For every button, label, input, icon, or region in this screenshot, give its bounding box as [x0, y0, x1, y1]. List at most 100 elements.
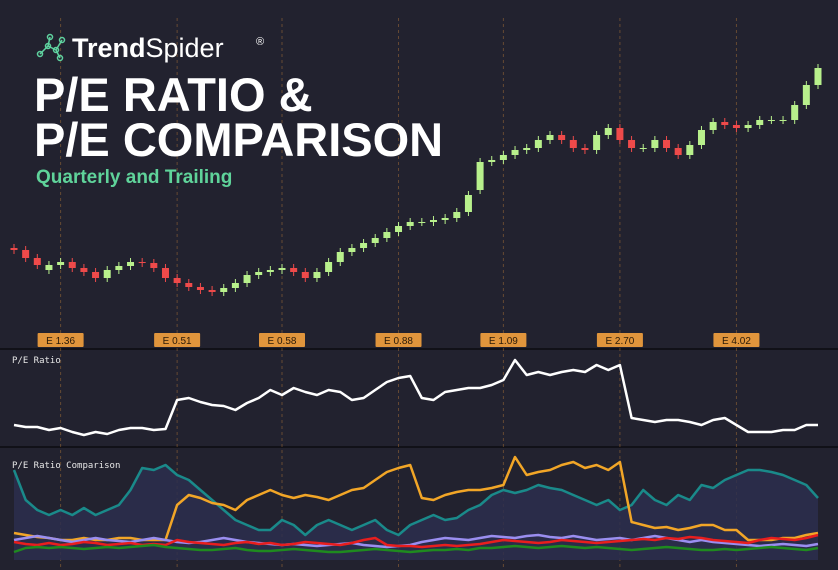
brand-bold: Trend: [72, 33, 146, 63]
candle-body: [68, 262, 76, 268]
series-line: [12, 463, 819, 537]
earnings-label: E 1.09: [489, 336, 518, 347]
candle-body: [10, 248, 18, 250]
logo-node: [46, 33, 54, 41]
candle-body: [639, 148, 647, 149]
candle-body: [255, 272, 263, 275]
candle-body: [208, 290, 216, 292]
candle-body: [231, 283, 239, 288]
title-line: P/E RATIO &: [34, 68, 313, 121]
candle-body: [173, 278, 181, 283]
candle-body: [127, 262, 135, 266]
candle-body: [406, 222, 414, 226]
series-line: [13, 533, 819, 549]
candle-body: [558, 135, 566, 140]
logo-node: [52, 46, 60, 54]
registered-mark: ®: [256, 36, 264, 48]
candle-body: [581, 148, 589, 150]
candle-body: [732, 125, 740, 128]
candle-body: [150, 263, 158, 268]
candle-body: [115, 266, 123, 270]
candle-body: [360, 243, 368, 248]
brand: TrendSpider: [72, 33, 224, 63]
candle-body: [488, 160, 496, 162]
earnings-label: E 0.88: [384, 336, 413, 347]
logo-node: [36, 50, 44, 58]
candle-body: [802, 85, 810, 105]
candle-body: [57, 262, 65, 265]
candle-body: [185, 283, 193, 287]
candle-body: [767, 120, 775, 121]
logo-line: [55, 49, 61, 59]
candle-body: [103, 270, 111, 278]
candle-body: [92, 272, 100, 278]
candle-body: [814, 68, 822, 85]
series-line: [13, 543, 819, 554]
separators: [0, 348, 838, 448]
earnings-badge: [37, 333, 84, 347]
candle-body: [348, 248, 356, 252]
candle-body: [138, 262, 146, 263]
logo-line: [47, 36, 51, 47]
candle-body: [756, 120, 764, 125]
earnings-badge: [259, 333, 305, 347]
candle-body: [80, 268, 88, 272]
candle-body: [313, 272, 321, 278]
plot: E 1.36 E 0.51 E 0.58 E 0.88 E 1.09 E 2.70 E 4.…: [10, 18, 822, 568]
candle-body: [593, 135, 601, 150]
earnings-label: E 0.58: [268, 336, 297, 347]
candle-body: [33, 258, 41, 265]
candle-body: [243, 275, 251, 283]
candle-body: [441, 218, 449, 220]
header: TrendSpider ® P/E RATIO & P/E COMPARISON…: [34, 33, 443, 188]
candle-body: [453, 212, 461, 218]
candle-body: [686, 145, 694, 155]
candle-body: [278, 268, 286, 270]
candle-body: [220, 288, 228, 292]
series-area: [14, 465, 818, 560]
subtitle: Quarterly and Trailing: [36, 167, 232, 188]
candle-body: [628, 140, 636, 148]
candle-body: [523, 148, 531, 150]
series-line: [13, 358, 818, 437]
candle-body: [616, 128, 624, 140]
candle-body: [383, 232, 391, 238]
brand-light: Spider: [146, 33, 224, 63]
candle-body: [371, 238, 379, 243]
candle-body: [569, 140, 577, 148]
candle-body: [429, 220, 437, 222]
candle-body: [325, 262, 333, 272]
earnings-label: E 4.02: [722, 336, 751, 347]
candle-body: [534, 140, 542, 148]
candle-body: [663, 140, 671, 148]
candle-body: [266, 270, 274, 272]
candle-body: [651, 140, 659, 148]
earnings-badge: [375, 333, 422, 347]
candle-body: [395, 226, 403, 232]
title-line: P/E COMPARISON: [34, 113, 443, 166]
candle-body: [418, 222, 426, 223]
earnings-badge: [596, 333, 643, 347]
logo-icon: [36, 33, 66, 62]
earnings-label: E 2.70: [605, 336, 634, 347]
candle-body: [464, 195, 472, 212]
candle-body: [697, 130, 705, 145]
candle-body: [721, 122, 729, 125]
earnings-label: E 1.36: [46, 336, 75, 347]
logo-line: [47, 45, 57, 51]
candle-body: [161, 268, 169, 278]
candle-body: [499, 155, 507, 160]
earnings-badge: [713, 333, 760, 347]
candle-body: [791, 105, 799, 120]
panel-title: P/E Ratio Comparison: [12, 461, 120, 471]
candle-body: [301, 272, 309, 278]
candle-body: [604, 128, 612, 135]
candle-body: [511, 150, 519, 155]
candle-body: [45, 265, 53, 270]
earnings-badge: [480, 333, 527, 347]
candle-body: [744, 125, 752, 128]
candle-body: [196, 287, 204, 290]
